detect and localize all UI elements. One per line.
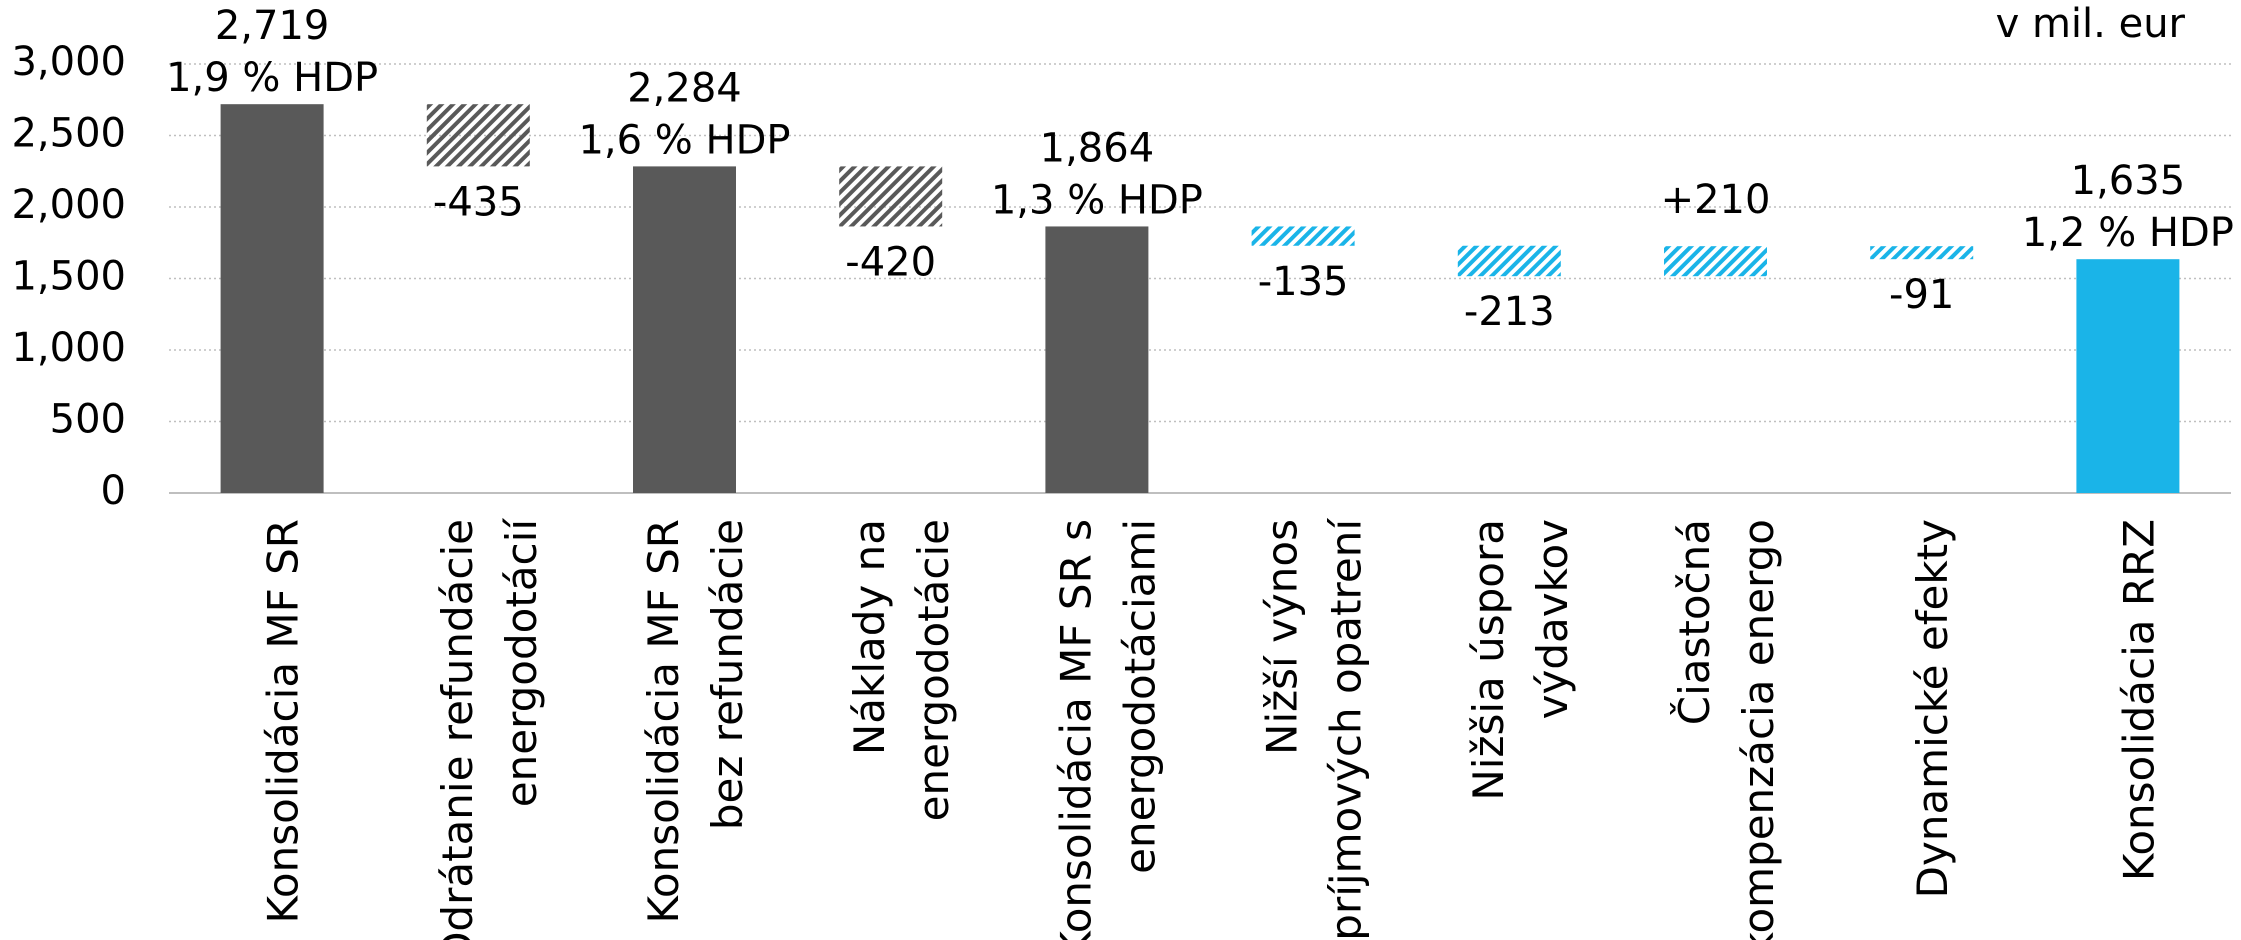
y-tick-label: 500 xyxy=(50,397,126,443)
x-tick-label: Náklady na xyxy=(845,519,894,755)
x-tick-label: kompenzácia energo xyxy=(1734,519,1783,940)
hatched-bar xyxy=(1664,246,1767,277)
unit-label: v mil. eur xyxy=(1996,1,2186,47)
x-tick-label: Konsolidácia MF SR s xyxy=(1051,519,1100,940)
value-label: 2,284 xyxy=(627,65,742,111)
x-tick-label: bez refundácie xyxy=(703,519,752,830)
bar xyxy=(220,104,324,494)
x-tick-label: Dynamické efekty xyxy=(1908,519,1957,898)
hatched-bar xyxy=(426,104,530,167)
value-label: -435 xyxy=(433,179,524,225)
y-tick-label: 2,000 xyxy=(11,182,126,228)
bar xyxy=(2076,259,2180,493)
y-tick-label: 3,000 xyxy=(11,39,126,85)
bar xyxy=(1045,226,1149,493)
y-tick-label: 0 xyxy=(101,468,126,514)
y-tick-label: 2,500 xyxy=(11,111,126,157)
y-tick-label: 1,000 xyxy=(11,325,126,371)
gdp-label: 1,2 % HDP xyxy=(2022,210,2234,256)
value-label: 1,635 xyxy=(2071,158,2186,204)
value-label: +210 xyxy=(1661,177,1771,223)
x-tick-label: Konsolidácia MF SR xyxy=(639,519,688,924)
gdp-label: 1,6 % HDP xyxy=(578,117,790,163)
value-label: 1,864 xyxy=(1040,125,1155,171)
hatched-bar xyxy=(1457,245,1561,277)
hatched-bar xyxy=(1870,246,1974,260)
hatched-bar xyxy=(1251,226,1355,246)
x-tick-label: Čiastočná xyxy=(1669,519,1719,725)
x-tick-label: Nižšia úspora xyxy=(1464,519,1513,801)
x-tick-label: Konsolidácia MF SR xyxy=(259,519,308,924)
value-label: -420 xyxy=(845,239,936,285)
hatched-bar xyxy=(839,166,943,227)
gdp-label: 1,9 % HDP xyxy=(166,55,378,101)
x-tick-label: Nižší výnos xyxy=(1258,519,1307,755)
x-tick-label: príjmových opatrení xyxy=(1322,518,1371,940)
value-label: -135 xyxy=(1258,259,1349,305)
x-tick-label: energodotácií xyxy=(497,518,546,808)
value-label: -213 xyxy=(1464,289,1555,335)
x-tick-label: výdavkov xyxy=(1528,519,1577,719)
gdp-label: 1,3 % HDP xyxy=(991,177,1203,223)
x-tick-label: energodotáciami xyxy=(1115,519,1164,874)
bar xyxy=(633,166,736,493)
value-label: -91 xyxy=(1889,272,1954,318)
x-tick-label: Odrátanie refundácie xyxy=(433,519,482,940)
value-label: 2,719 xyxy=(215,3,330,49)
y-tick-label: 1,500 xyxy=(11,254,126,300)
x-tick-label: energodotácie xyxy=(909,519,958,821)
x-tick-label: Konsolidácia RRZ xyxy=(2114,519,2163,881)
